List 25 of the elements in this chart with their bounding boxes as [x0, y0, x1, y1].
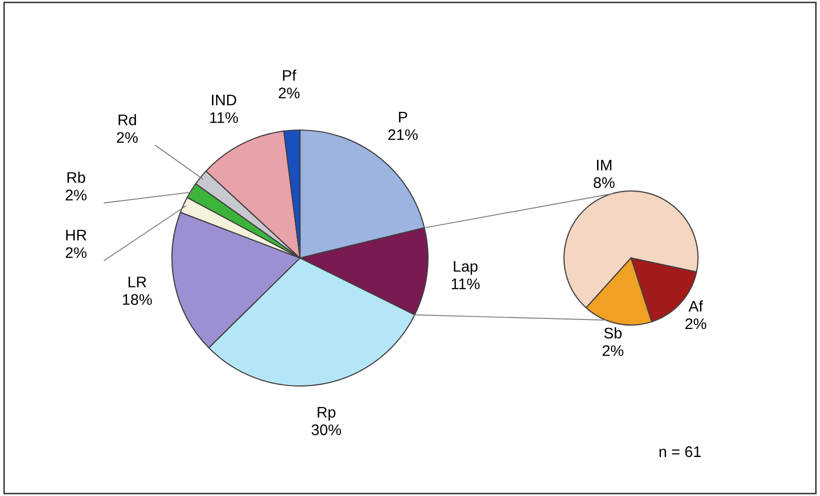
data-label: 2% [116, 132, 138, 143]
data-label: 21% [388, 129, 418, 140]
data-label: 2% [685, 318, 706, 330]
data-label: 11% [210, 112, 238, 123]
slice-label: Rp [318, 406, 336, 421]
slice-label: Sb [604, 327, 622, 339]
slice-label: HR [66, 230, 86, 240]
slice-label: Lap [454, 261, 478, 275]
data-label: 2% [66, 190, 86, 200]
data-label: 8% [594, 177, 615, 188]
data-label: 30% [312, 424, 342, 436]
data-label: 18% [123, 294, 152, 305]
slice-label: Pf [283, 70, 296, 81]
slice-label: P [399, 112, 408, 122]
slice-label: Rd [118, 114, 136, 126]
slice-label: Rb [67, 172, 86, 183]
slice-label: IND [212, 94, 236, 106]
text: n = 61 [660, 446, 701, 458]
slice-label: IM [597, 160, 612, 170]
data-label: 2% [66, 247, 86, 258]
data-label: 2% [602, 345, 624, 356]
slice-label: Af [688, 300, 703, 312]
data-label: 11% [452, 278, 480, 290]
data-label: 2% [278, 88, 300, 98]
slice-label: LR [128, 276, 146, 288]
